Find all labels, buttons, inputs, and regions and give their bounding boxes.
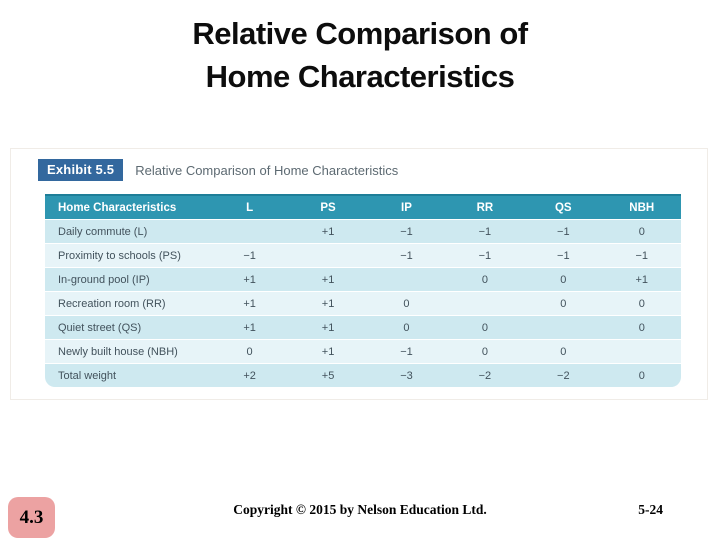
table-cell: 0 (210, 339, 289, 363)
table-cell: 0 (602, 291, 681, 315)
table-cell: −1 (367, 219, 446, 243)
table-cell: 0 (445, 315, 525, 339)
table-cell: −1 (445, 243, 525, 267)
table-cell: 0 (445, 267, 525, 291)
slide-title: Relative Comparison of Home Characterist… (0, 12, 720, 98)
table-row-total: Total weight +2 +5 −3 −2 −2 0 (45, 363, 681, 387)
table-cell: +1 (210, 267, 289, 291)
table-cell: −2 (445, 363, 525, 387)
table-cell: +1 (288, 291, 368, 315)
table-cell: 0 (367, 315, 446, 339)
slide-title-line1: Relative Comparison of (192, 16, 528, 51)
table-cell: 0 (602, 219, 681, 243)
column-header-ps: PS (288, 194, 368, 219)
row-label: Proximity to schools (PS) (45, 243, 211, 267)
table-row: Proximity to schools (PS) −1 −1 −1 −1 −1 (45, 243, 681, 267)
table-cell: +1 (288, 219, 368, 243)
table-row: Recreation room (RR) +1 +1 0 0 0 (45, 291, 681, 315)
table-cell: 0 (602, 315, 681, 339)
exhibit-header: Exhibit 5.5 Relative Comparison of Home … (38, 159, 398, 181)
table-row: Newly built house (NBH) 0 +1 −1 0 0 (45, 339, 681, 363)
table-cell (524, 315, 603, 339)
table-cell: +1 (288, 339, 368, 363)
table-cell: +1 (288, 315, 368, 339)
table-cell (210, 219, 289, 243)
exhibit-label: Exhibit 5.5 (38, 159, 124, 181)
copyright-text: Copyright © 2015 by Nelson Education Ltd… (233, 502, 487, 517)
column-header-home-characteristics: Home Characteristics (45, 194, 211, 219)
exhibit-image: Exhibit 5.5 Relative Comparison of Home … (10, 148, 708, 400)
row-label: Newly built house (NBH) (45, 339, 211, 363)
table-cell: +1 (210, 291, 289, 315)
table-cell (602, 339, 681, 363)
comparison-table: Home Characteristics L PS IP RR QS NBH D… (45, 194, 681, 387)
table-cell (445, 291, 525, 315)
table-cell: −1 (367, 243, 446, 267)
row-label: Daily commute (L) (45, 219, 211, 243)
table-cell (367, 267, 446, 291)
table-row: Quiet street (QS) +1 +1 0 0 0 (45, 315, 681, 339)
table-cell: −1 (602, 243, 681, 267)
row-label: Recreation room (RR) (45, 291, 211, 315)
column-header-qs: QS (524, 194, 603, 219)
table-cell: −2 (524, 363, 603, 387)
table-cell: +1 (602, 267, 681, 291)
row-label: In-ground pool (IP) (45, 267, 211, 291)
column-header-nbh: NBH (602, 194, 681, 219)
table-cell: 0 (524, 291, 603, 315)
table-cell: +5 (288, 363, 368, 387)
column-header-rr: RR (445, 194, 525, 219)
row-label: Total weight (45, 363, 211, 387)
table-cell: 0 (524, 267, 603, 291)
table-cell: −1 (524, 243, 603, 267)
table-cell: −1 (210, 243, 289, 267)
table-row: Daily commute (L) +1 −1 −1 −1 0 (45, 219, 681, 243)
table-cell: −1 (367, 339, 446, 363)
table-cell: +2 (210, 363, 289, 387)
table-cell: 0 (602, 363, 681, 387)
table-cell: −3 (367, 363, 446, 387)
table-cell: −1 (445, 219, 525, 243)
column-header-ip: IP (367, 194, 446, 219)
table-cell: −1 (524, 219, 603, 243)
column-header-l: L (210, 194, 289, 219)
table-cell: 0 (445, 339, 525, 363)
table-header-row: Home Characteristics L PS IP RR QS NBH (45, 194, 681, 219)
row-label: Quiet street (QS) (45, 315, 211, 339)
table-cell: 0 (524, 339, 603, 363)
section-number-badge: 4.3 (8, 497, 55, 538)
page-number: 5-24 (638, 502, 663, 517)
table-cell: 0 (367, 291, 446, 315)
table-cell: +1 (210, 315, 289, 339)
exhibit-caption: Relative Comparison of Home Characterist… (135, 162, 399, 178)
table-row: In-ground pool (IP) +1 +1 0 0 +1 (45, 267, 681, 291)
table-cell (288, 243, 368, 267)
slide-title-line2: Home Characteristics (205, 59, 515, 94)
table-cell: +1 (288, 267, 368, 291)
